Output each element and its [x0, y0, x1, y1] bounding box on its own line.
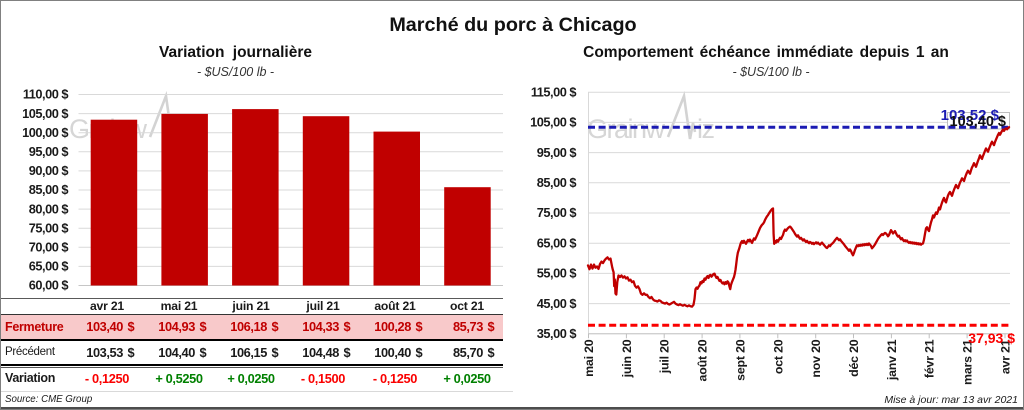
svg-text:75,00 $: 75,00 $ — [29, 220, 69, 235]
svg-text:85,00 $: 85,00 $ — [29, 182, 69, 197]
svg-text:65,00 $: 65,00 $ — [29, 259, 69, 274]
svg-text:mars 21: mars 21 — [961, 339, 975, 385]
svg-text:avr 21: avr 21 — [999, 339, 1013, 374]
svg-text:105,00 $: 105,00 $ — [530, 115, 576, 130]
svg-text:juil 20: juil 20 — [658, 339, 672, 374]
svg-text:65,00 $: 65,00 $ — [537, 235, 577, 250]
svg-text:35,00 $: 35,00 $ — [537, 326, 577, 341]
svg-text:55,00 $: 55,00 $ — [537, 266, 577, 281]
svg-text:juin 20: juin 20 — [620, 339, 634, 378]
svg-text:85,00 $: 85,00 $ — [537, 175, 577, 190]
svg-text:95,00 $: 95,00 $ — [29, 144, 69, 159]
svg-text:Grainw: Grainw — [587, 114, 666, 144]
svg-text:45,00 $: 45,00 $ — [537, 296, 577, 311]
svg-text:nov 20: nov 20 — [809, 339, 823, 377]
svg-text:70,00 $: 70,00 $ — [29, 240, 69, 255]
svg-text:févr 21: févr 21 — [923, 339, 937, 378]
svg-text:80,00 $: 80,00 $ — [29, 201, 69, 216]
svg-text:37,93 $: 37,93 $ — [968, 330, 1015, 346]
svg-text:110,00 $: 110,00 $ — [23, 87, 68, 102]
svg-text:115,00 $: 115,00 $ — [531, 84, 576, 99]
svg-text:100,00 $: 100,00 $ — [22, 125, 68, 140]
svg-text:90,00 $: 90,00 $ — [29, 163, 69, 178]
svg-text:103,52 $: 103,52 $ — [941, 107, 1000, 124]
svg-text:sept 20: sept 20 — [733, 339, 747, 381]
svg-text:75,00 $: 75,00 $ — [537, 205, 577, 220]
svg-text:oct 20: oct 20 — [771, 339, 785, 374]
svg-text:103,40 $: 103,40 $ — [950, 114, 1006, 130]
svg-text:105,00 $: 105,00 $ — [22, 106, 68, 121]
svg-text:déc 20: déc 20 — [847, 339, 861, 377]
svg-text:iz: iz — [697, 114, 714, 144]
svg-text:janv 21: janv 21 — [885, 339, 899, 381]
svg-text:mai 20: mai 20 — [582, 339, 596, 377]
svg-text:août 20: août 20 — [696, 339, 710, 381]
svg-text:60,00 $: 60,00 $ — [29, 278, 69, 293]
svg-text:95,00 $: 95,00 $ — [537, 145, 577, 160]
